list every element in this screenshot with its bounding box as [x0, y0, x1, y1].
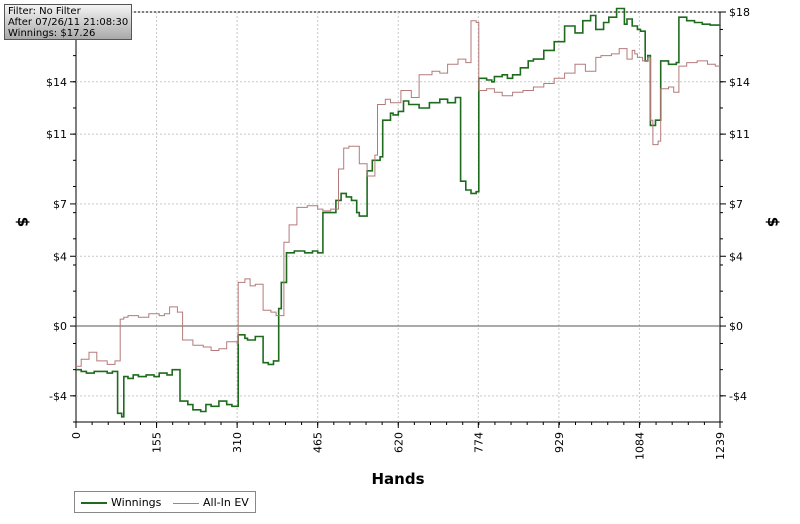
y-tick-label-right: $14 — [729, 76, 750, 89]
y-tick-label-left: $0 — [53, 320, 67, 333]
x-tick-label: 1084 — [633, 432, 646, 460]
legend-label-allin-ev: All-In EV — [203, 496, 249, 509]
series-line-allin-ev — [76, 20, 720, 367]
y-tick-label-left: $11 — [46, 128, 67, 141]
x-tick-label: 310 — [231, 432, 244, 453]
axes: -$4-$4$0$0$4$4$7$7$11$11$14$14$18$180155… — [46, 6, 750, 460]
y-tick-label-right: $4 — [729, 250, 743, 263]
x-tick-label: 774 — [472, 432, 485, 453]
y-tick-label-right: -$4 — [729, 390, 747, 403]
series-layer — [76, 7, 721, 418]
y-axis-title-left: $ — [14, 217, 32, 227]
y-tick-label-right: $11 — [729, 128, 750, 141]
legend-item-winnings: Winnings — [81, 496, 161, 509]
x-tick-label: 620 — [392, 432, 405, 453]
x-tick-label: 465 — [312, 432, 325, 453]
y-tick-label-left: $4 — [53, 250, 67, 263]
x-tick-label: 0 — [70, 432, 83, 439]
y-tick-label-right: $7 — [729, 198, 743, 211]
filter-info-box: Filter: No Filter After 07/26/11 21:08:3… — [4, 4, 132, 40]
series-line-winnings — [76, 7, 721, 418]
date-filter-text: After 07/26/11 21:08:30 — [8, 17, 129, 28]
x-tick-label: 929 — [553, 432, 566, 453]
y-tick-label-left: $14 — [46, 76, 67, 89]
legend: Winnings All-In EV — [74, 491, 256, 513]
y-axis-title-right: $ — [764, 217, 782, 227]
winnings-total-text: Winnings: $17.26 — [8, 28, 96, 39]
y-tick-label-right: $0 — [729, 320, 743, 333]
grid — [76, 11, 720, 422]
y-tick-label-left: $7 — [53, 198, 67, 211]
legend-swatch-allin-ev — [173, 502, 199, 504]
x-tick-label: 155 — [151, 432, 164, 453]
y-tick-label-right: $18 — [729, 6, 750, 19]
legend-label-winnings: Winnings — [111, 496, 162, 509]
x-tick-label: 1239 — [714, 432, 727, 460]
x-axis-title: Hands — [371, 470, 424, 488]
legend-swatch-winnings — [81, 502, 107, 504]
y-tick-label-left: -$4 — [49, 390, 67, 403]
legend-item-allin-ev: All-In EV — [173, 496, 249, 509]
filter-text: Filter: No Filter — [8, 6, 81, 17]
